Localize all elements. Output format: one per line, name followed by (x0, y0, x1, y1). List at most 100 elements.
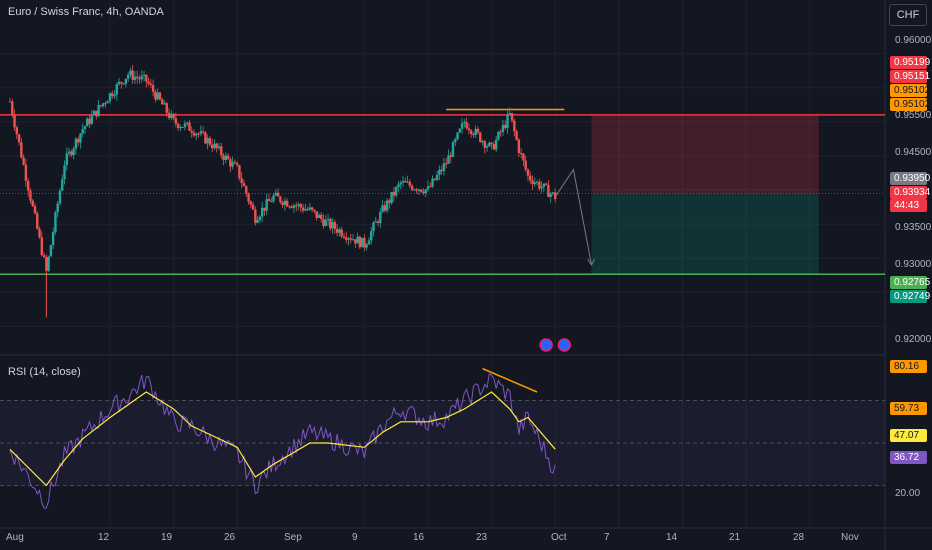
candle-body (263, 207, 266, 211)
candle-body (529, 175, 532, 181)
candle-body (70, 151, 73, 156)
price-tick: 0.96000 (895, 35, 932, 46)
candle-body (472, 134, 475, 136)
candle-body (358, 236, 362, 248)
candle-body (356, 236, 359, 244)
candle-body (326, 219, 330, 221)
candle-body (451, 142, 455, 157)
candle-body (317, 214, 321, 218)
candle-body (295, 205, 298, 207)
candle-body (176, 123, 180, 129)
candle-body (501, 124, 505, 132)
candle-body (22, 157, 25, 165)
candle-body (86, 118, 89, 127)
candle-body (222, 155, 225, 161)
candle-body (61, 179, 64, 191)
event-flag-icon (539, 338, 553, 352)
candle-body (136, 76, 139, 78)
candle-body (401, 181, 405, 183)
candle-body (165, 103, 168, 113)
candle-body (422, 191, 425, 194)
candle-body (26, 180, 30, 191)
candle-body (488, 142, 491, 147)
candle-body (58, 190, 62, 204)
candle-body (274, 192, 277, 196)
candle-body (347, 238, 350, 240)
candle-body (415, 189, 418, 191)
candle-body (522, 153, 525, 161)
candle-body (67, 151, 71, 154)
candle-body (101, 103, 105, 106)
candle-body (11, 101, 14, 115)
candle-body (542, 183, 546, 187)
candle-body (390, 191, 393, 203)
price-tag: 0.92765 (890, 276, 930, 289)
candle-body (379, 211, 382, 224)
candle-body (438, 169, 441, 175)
candle-body (299, 204, 302, 208)
candle-body (167, 112, 171, 118)
candle-body (122, 83, 125, 85)
candle-body (276, 192, 280, 197)
candle-body (76, 138, 80, 143)
candle-body (424, 189, 427, 194)
candle-body (251, 204, 255, 210)
candle-body (515, 131, 518, 140)
candle-body (442, 163, 446, 172)
candle-body (83, 126, 87, 130)
candle-body (142, 74, 146, 77)
candle-body (554, 192, 557, 200)
candle-body (226, 155, 230, 160)
candle-body (247, 193, 250, 202)
candle-body (88, 118, 91, 124)
candle-body (124, 78, 128, 84)
candle-body (281, 202, 284, 206)
candle-body (397, 184, 400, 188)
candle-body (233, 162, 237, 164)
candle-body (310, 207, 314, 210)
candle-body (367, 240, 371, 245)
currency-selector[interactable]: CHF (889, 4, 927, 26)
x-tick: 26 (224, 532, 236, 543)
candle-body (476, 128, 480, 133)
candle-body (419, 189, 423, 192)
candle-body (42, 255, 46, 257)
candle-body (158, 92, 162, 100)
candle-body (81, 129, 84, 134)
candle-body (220, 146, 223, 156)
candle-body (354, 239, 357, 244)
candle-body (513, 120, 516, 132)
candle-body (394, 187, 398, 196)
candle-body (549, 193, 552, 197)
candle-body (535, 181, 539, 183)
candle-body (190, 130, 193, 133)
candle-body (38, 228, 41, 237)
candle-body (99, 105, 103, 107)
candle-body (322, 219, 325, 226)
candle-body (288, 206, 291, 208)
candle-body (365, 244, 368, 248)
candle-body (163, 103, 166, 105)
candle-body (154, 91, 157, 100)
candle-body (131, 70, 134, 80)
candle-body (435, 174, 439, 180)
x-tick: 9 (352, 532, 358, 543)
candle-body (342, 236, 346, 238)
candle-body (210, 144, 214, 149)
candle-body (454, 139, 457, 143)
candle-body (260, 207, 264, 217)
price-tag: 44:43 (890, 199, 927, 212)
candle-body (408, 181, 412, 186)
candle-body (47, 256, 50, 271)
candle-body (279, 196, 282, 203)
candle-body (20, 142, 23, 158)
candle-body (231, 162, 234, 167)
candle-body (320, 214, 323, 220)
price-tag: 0.95199 (890, 56, 930, 69)
candle-body (526, 169, 530, 176)
candle-body (517, 139, 521, 154)
candle-body (297, 204, 300, 206)
candle-body (331, 222, 334, 229)
candle-body (308, 207, 312, 210)
